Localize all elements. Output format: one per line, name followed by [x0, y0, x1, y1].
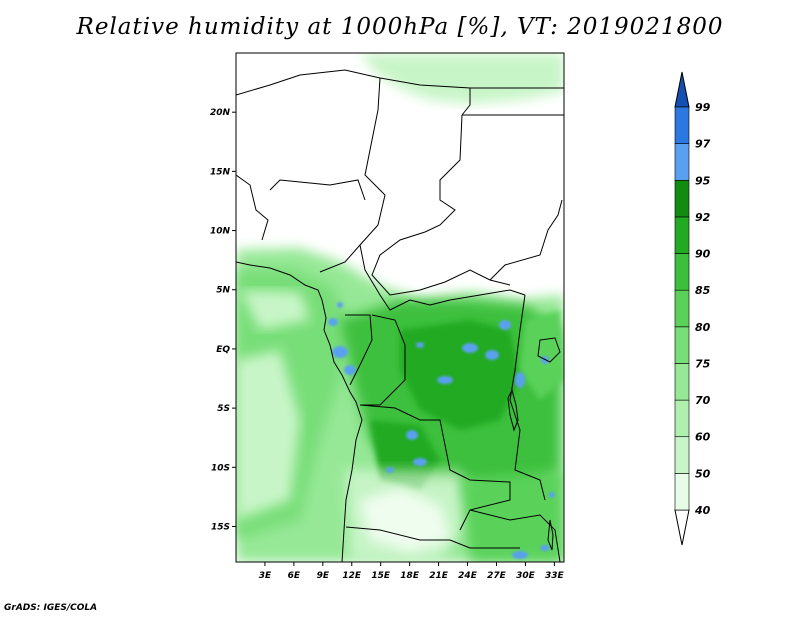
colorbar-box — [674, 399, 690, 438]
colorbar-level-label: 95 — [695, 174, 711, 187]
longitude-axis: 3E 6E 9E 12E 15E 18E 21E 24E 27E 30E 33E — [259, 562, 565, 581]
colorbar-box — [674, 326, 690, 364]
lat-tick-label: 10N — [210, 227, 231, 237]
border-angola — [359, 404, 511, 531]
colorbar-level-label: 80 — [695, 321, 711, 334]
colorbar-box — [674, 106, 690, 144]
colorbar-level-label: 92 — [695, 211, 711, 224]
humidity-patch-north — [360, 53, 564, 104]
lon-tick-label: 33E — [545, 571, 565, 581]
lake-victoria — [537, 337, 561, 363]
lon-tick-label: 24E — [458, 571, 478, 581]
border-congo-drc — [360, 314, 406, 406]
lon-tick-label: 21E — [429, 571, 449, 581]
border-west-sahel — [236, 174, 269, 241]
border-nigeria — [269, 179, 366, 201]
border-cameroon — [359, 244, 431, 311]
humidity-patch-ocean-light — [236, 350, 300, 520]
lon-tick-label: 9E — [317, 571, 330, 581]
humidity-patch-southeast — [460, 470, 564, 562]
border-angola-south — [345, 526, 520, 549]
boundaries — [236, 69, 564, 562]
colorbar-level-label: 40 — [694, 504, 711, 517]
lon-tick-label: 3E — [259, 571, 272, 581]
border-drc-east — [509, 294, 546, 501]
humidity-patch-east — [520, 310, 564, 400]
colorbar-box — [674, 179, 690, 218]
humidity-max-spots — [328, 302, 555, 559]
lon-tick-label: 15E — [371, 571, 391, 581]
lon-tick-label: 6E — [288, 571, 301, 581]
map-plot-area: 3E 6E 9E 12E 15E 18E 21E 24E 27E 30E 33E 20N 15N 10N… — [210, 52, 565, 581]
grads-credit: GrADS: IGES/COLA — [4, 603, 98, 613]
colorbar-level-label: 75 — [695, 357, 711, 370]
border-car — [371, 231, 511, 296]
colorbar: 40 50 60 70 75 80 85 90 92 95 97 99 — [674, 71, 711, 546]
colorbar-level-label: 97 — [695, 138, 711, 151]
border-south-sudan — [489, 199, 563, 281]
colorbar-level-label: 60 — [695, 431, 711, 444]
map-title: Relative humidity at 1000hPa [%], VT: 20… — [76, 14, 724, 40]
colorbar-box — [674, 473, 690, 511]
colorbar-level-label: 90 — [695, 248, 711, 261]
colorbar-box — [674, 289, 690, 328]
lat-tick-label: 20N — [210, 108, 231, 118]
colorbar-level-label: 99 — [695, 101, 711, 114]
lake-malawi — [547, 519, 554, 551]
colorbar-box — [674, 436, 690, 474]
colorbar-level-label: 50 — [695, 467, 711, 480]
colorbar-box — [674, 216, 690, 254]
border-drc-north — [429, 289, 526, 306]
lat-tick-label: 15S — [211, 522, 230, 532]
latitude-axis: 20N 15N 10N 5N EQ 5S 10S 15S — [210, 108, 236, 532]
colorbar-max-triangle — [674, 71, 690, 108]
humidity-patch-ocean-light-2 — [240, 290, 310, 330]
lat-tick-label: EQ — [216, 345, 230, 355]
lake-tanganyika — [507, 388, 519, 432]
border-gabon-congo — [345, 314, 373, 386]
colorbar-box — [674, 363, 690, 401]
lat-tick-label: 15N — [210, 167, 231, 177]
colorbar-box — [674, 143, 690, 181]
colorbar-level-label: 70 — [695, 394, 711, 407]
lat-tick-label: 10S — [211, 463, 230, 473]
lon-tick-label: 30E — [516, 571, 536, 581]
humidity-patch-congo-core — [400, 320, 520, 430]
lon-tick-label: 18E — [400, 571, 420, 581]
humidity-patch-dry-halo — [345, 470, 470, 560]
coastline-west-africa — [236, 261, 363, 562]
border-niger-chad — [424, 114, 463, 233]
lat-tick-label: 5N — [216, 286, 230, 296]
lat-tick-label: 5S — [217, 404, 230, 414]
plot-frame — [235, 52, 565, 563]
colorbar-box — [674, 253, 690, 291]
border-zambia — [469, 509, 561, 562]
lon-tick-label: 12E — [342, 571, 362, 581]
colorbar-min-triangle — [674, 509, 690, 546]
humidity-field — [236, 53, 564, 562]
lon-tick-label: 27E — [487, 571, 507, 581]
colorbar-level-label: 85 — [695, 284, 711, 297]
